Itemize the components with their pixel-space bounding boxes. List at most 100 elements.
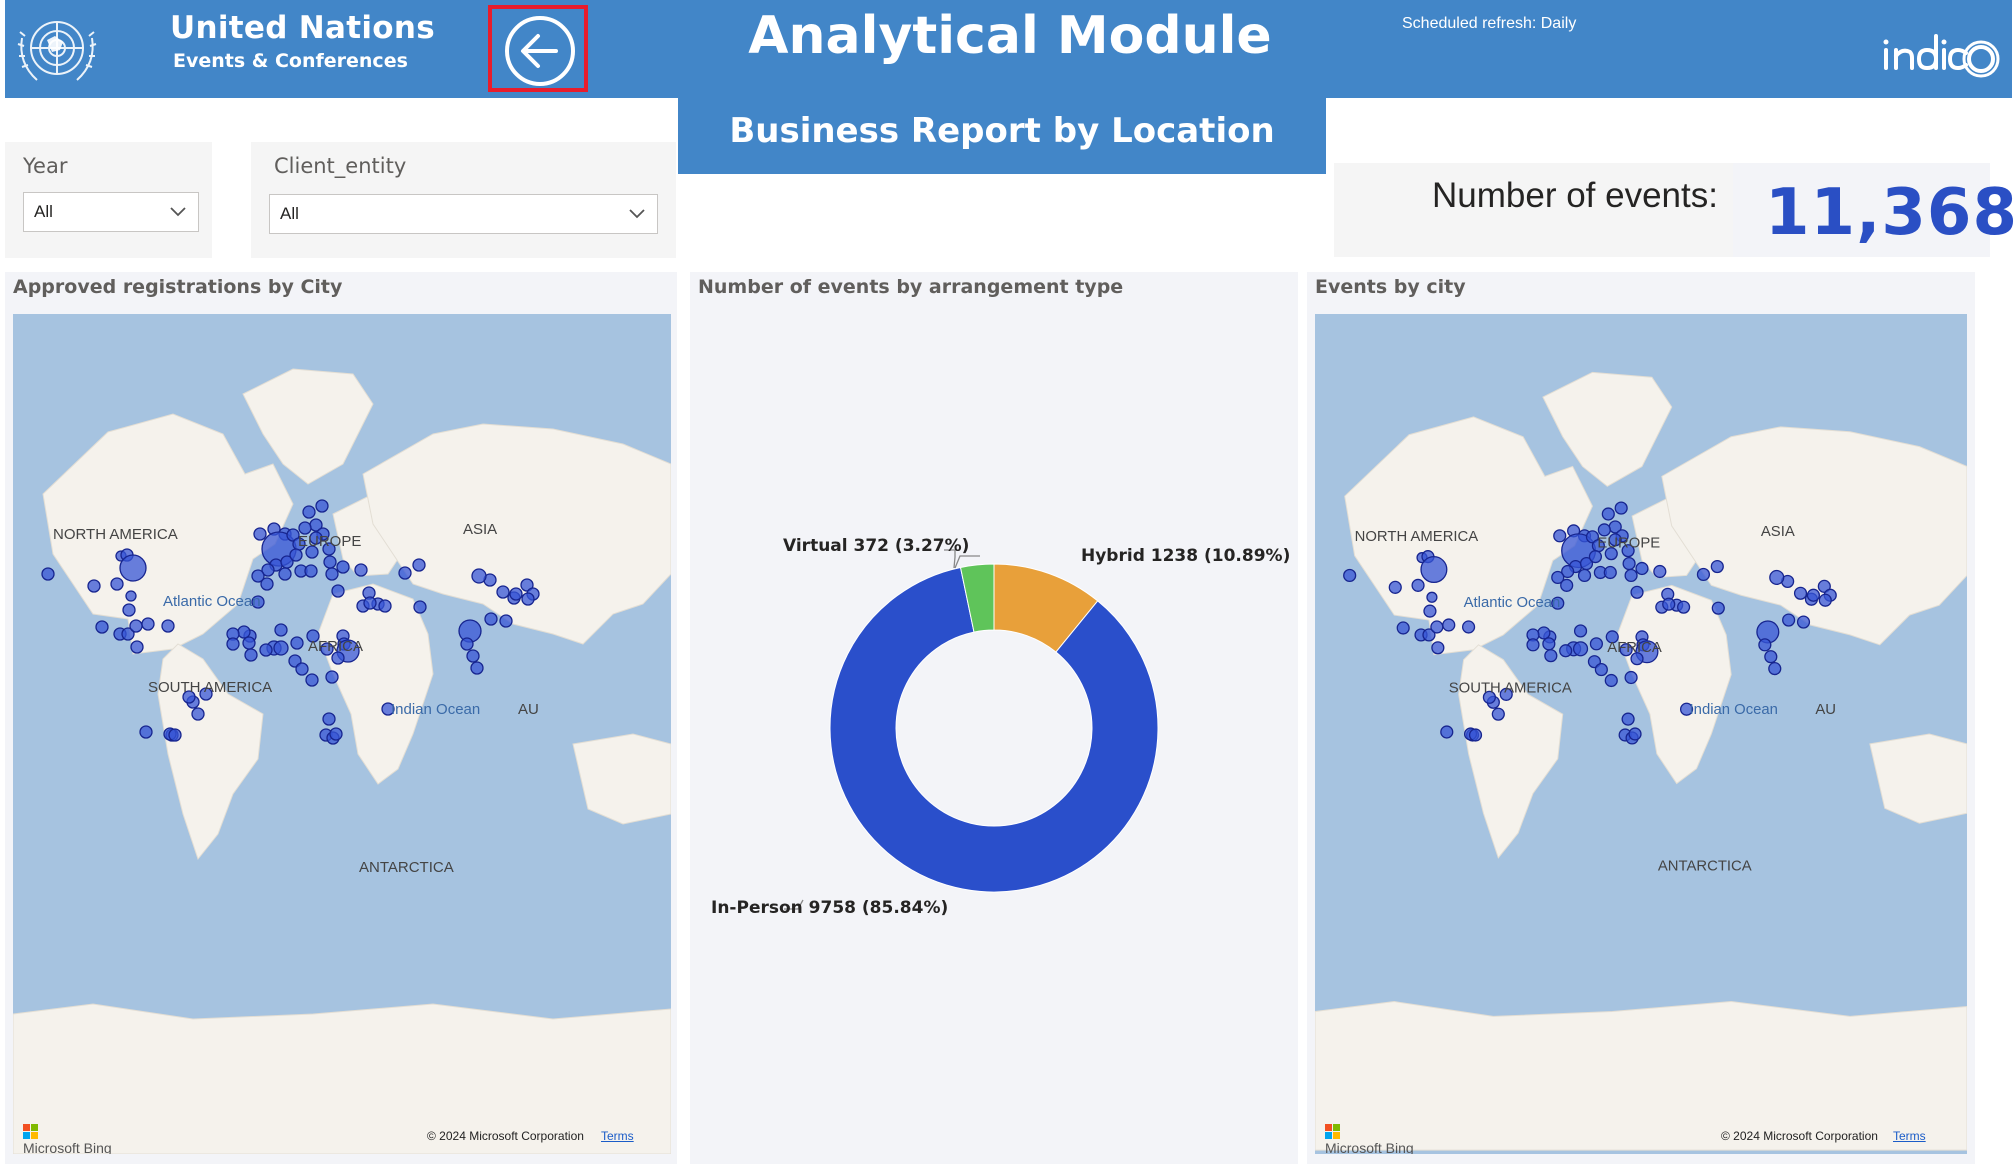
registrations-map[interactable]: NORTH AMERICA EUROPE ASIA AFRICA SOUTH AMERI… xyxy=(13,314,671,1154)
city-bubble[interactable] xyxy=(1677,600,1691,614)
city-bubble[interactable] xyxy=(41,567,55,581)
city-bubble[interactable] xyxy=(278,567,292,581)
city-bubble[interactable] xyxy=(1526,638,1540,652)
city-bubble[interactable] xyxy=(182,690,196,704)
city-bubble[interactable] xyxy=(1604,547,1618,561)
city-bubble[interactable] xyxy=(1597,523,1611,537)
city-bubble[interactable] xyxy=(1621,544,1635,558)
city-bubble[interactable] xyxy=(168,728,182,742)
city-bubble[interactable] xyxy=(412,558,426,572)
city-bubble[interactable] xyxy=(1420,555,1448,584)
city-bubble[interactable] xyxy=(244,648,258,662)
city-bubble[interactable] xyxy=(122,603,136,617)
city-bubble[interactable] xyxy=(1561,564,1575,579)
city-bubble[interactable] xyxy=(329,727,343,741)
city-bubble[interactable] xyxy=(1818,593,1832,607)
city-bubble[interactable] xyxy=(1551,570,1565,585)
city-bubble[interactable] xyxy=(274,623,288,637)
city-bubble[interactable] xyxy=(298,521,312,535)
city-bubble[interactable] xyxy=(1806,588,1821,602)
city-bubble[interactable] xyxy=(354,563,368,577)
city-bubble[interactable] xyxy=(331,651,345,665)
city-bubble[interactable] xyxy=(1572,641,1589,657)
city-bubble[interactable] xyxy=(1628,727,1642,741)
city-bubble[interactable] xyxy=(1422,628,1436,642)
city-bubble[interactable] xyxy=(1696,567,1711,582)
city-bubble[interactable] xyxy=(1431,641,1445,655)
city-bubble[interactable] xyxy=(378,599,392,613)
city-bubble[interactable] xyxy=(87,579,101,593)
year-dropdown[interactable]: All xyxy=(23,192,199,232)
city-bubble[interactable] xyxy=(273,640,289,656)
city-bubble[interactable] xyxy=(320,642,334,656)
city-bubble[interactable] xyxy=(470,661,484,675)
city-bubble[interactable] xyxy=(1579,556,1594,571)
city-bubble[interactable] xyxy=(1537,626,1551,640)
city-bubble[interactable] xyxy=(1782,613,1796,627)
city-bubble[interactable] xyxy=(1440,725,1454,739)
city-bubble[interactable] xyxy=(325,567,339,581)
city-bubble[interactable] xyxy=(499,614,513,628)
city-bubble[interactable] xyxy=(331,584,345,598)
city-bubble[interactable] xyxy=(125,590,137,602)
city-bubble[interactable] xyxy=(1551,596,1565,610)
city-bubble[interactable] xyxy=(290,636,304,650)
city-bubble[interactable] xyxy=(1468,728,1483,742)
city-bubble[interactable] xyxy=(286,528,300,542)
city-bubble[interactable] xyxy=(251,595,265,609)
city-bubble[interactable] xyxy=(1491,707,1505,721)
city-bubble[interactable] xyxy=(1588,550,1603,564)
city-bubble[interactable] xyxy=(1553,529,1567,543)
city-bubble[interactable] xyxy=(1764,650,1778,664)
city-bubble[interactable] xyxy=(509,587,523,601)
city-bubble[interactable] xyxy=(1679,702,1694,716)
city-bubble[interactable] xyxy=(306,629,320,643)
city-bubble[interactable] xyxy=(521,592,535,606)
city-bubble[interactable] xyxy=(191,707,205,721)
city-bubble[interactable] xyxy=(129,619,143,633)
city-bubble[interactable] xyxy=(253,527,267,541)
city-bubble[interactable] xyxy=(260,577,274,591)
city-bubble[interactable] xyxy=(1758,638,1772,652)
city-bubble[interactable] xyxy=(1603,565,1617,580)
client-entity-dropdown[interactable]: All xyxy=(269,194,658,234)
city-bubble[interactable] xyxy=(336,560,350,574)
city-bubble[interactable] xyxy=(1710,559,1724,574)
city-bubble[interactable] xyxy=(1769,569,1785,586)
city-bubble[interactable] xyxy=(1388,580,1402,594)
city-bubble[interactable] xyxy=(1559,644,1573,658)
city-bubble[interactable] xyxy=(325,670,339,684)
city-bubble[interactable] xyxy=(1793,586,1808,600)
city-bubble[interactable] xyxy=(139,725,153,739)
city-bubble[interactable] xyxy=(1817,579,1831,593)
city-bubble[interactable] xyxy=(1585,530,1600,544)
city-bubble[interactable] xyxy=(121,627,135,641)
virtual-slice[interactable] xyxy=(959,563,995,633)
city-bubble[interactable] xyxy=(1573,624,1588,638)
city-bubble[interactable] xyxy=(1711,601,1725,615)
city-bubble[interactable] xyxy=(1396,621,1410,635)
city-bubble[interactable] xyxy=(1442,618,1456,632)
city-bubble[interactable] xyxy=(119,554,147,582)
city-bubble[interactable] xyxy=(1653,564,1667,579)
city-bubble[interactable] xyxy=(130,640,144,654)
city-bubble[interactable] xyxy=(161,619,175,633)
city-bubble[interactable] xyxy=(1560,578,1574,592)
city-bubble[interactable] xyxy=(237,625,251,639)
city-bubble[interactable] xyxy=(1662,597,1676,611)
city-bubble[interactable] xyxy=(261,563,275,577)
city-bubble[interactable] xyxy=(1594,663,1608,677)
city-bubble[interactable] xyxy=(1622,556,1636,571)
city-bubble[interactable] xyxy=(466,649,480,663)
city-bubble[interactable] xyxy=(471,568,487,584)
city-bubble[interactable] xyxy=(398,566,412,580)
city-bubble[interactable] xyxy=(1343,568,1357,583)
city-bubble[interactable] xyxy=(496,585,510,599)
city-bubble[interactable] xyxy=(1621,712,1635,726)
city-bubble[interactable] xyxy=(280,555,294,569)
city-bubble[interactable] xyxy=(1614,501,1628,515)
city-bubble[interactable] xyxy=(1482,690,1496,704)
map-terms-link[interactable]: Terms xyxy=(601,1129,634,1143)
city-bubble[interactable] xyxy=(381,702,395,716)
city-bubble[interactable] xyxy=(484,612,498,626)
